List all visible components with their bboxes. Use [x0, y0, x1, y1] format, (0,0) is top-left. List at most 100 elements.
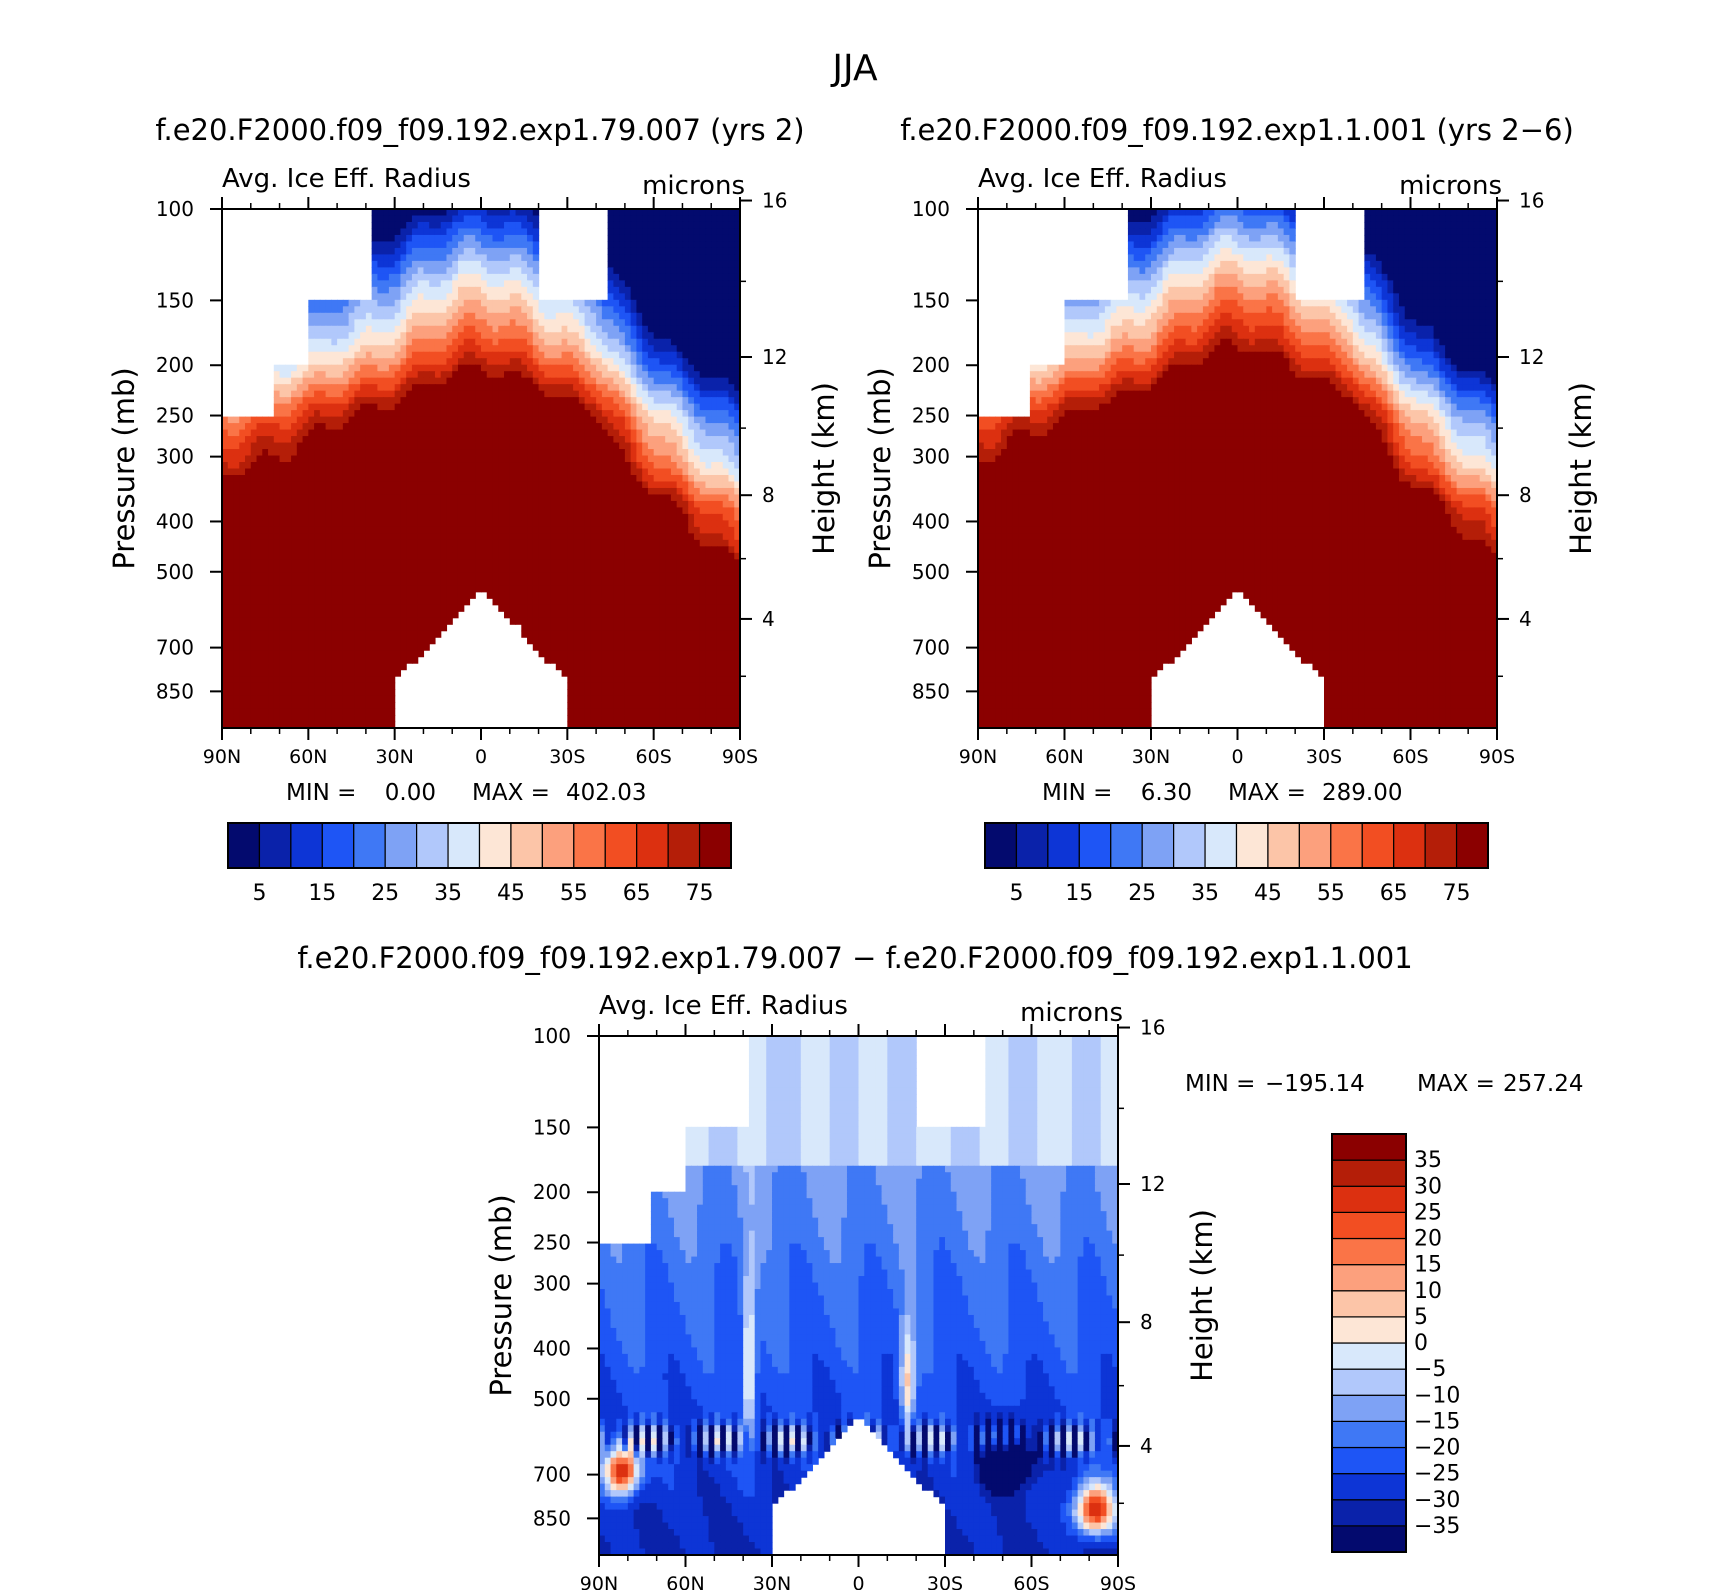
heatmap-cell: [555, 617, 563, 625]
heatmap-cell: [423, 410, 430, 418]
heatmap-cell: [711, 332, 718, 340]
heatmap-cell: [527, 462, 534, 470]
heatmap-cell: [601, 410, 609, 418]
heatmap-cell: [325, 436, 332, 444]
heatmap-cell: [688, 358, 695, 366]
heatmap-cell: [486, 241, 494, 249]
heatmap-cell: [227, 578, 235, 586]
heatmap-cell: [653, 247, 661, 256]
heatmap-cell: [365, 358, 373, 366]
heatmap-cell: [527, 533, 534, 541]
heatmap-cell: [722, 247, 730, 256]
heatmap-cell: [233, 455, 240, 463]
heatmap-cell: [314, 429, 321, 437]
heatmap-cell: [302, 436, 309, 444]
heatmap-cell: [492, 436, 499, 444]
heatmap-cell: [653, 533, 661, 541]
heatmap-cell: [469, 358, 476, 366]
heatmap-cell: [665, 319, 672, 327]
heatmap-cell: [256, 494, 263, 502]
heatmap-cell: [578, 520, 586, 528]
heatmap-cell: [561, 559, 568, 567]
heatmap-cell: [383, 474, 390, 483]
heatmap-cell: [440, 507, 448, 515]
heatmap-cell: [567, 319, 574, 327]
heatmap-cell: [676, 546, 684, 554]
heatmap-cell: [728, 241, 735, 249]
heatmap-cell: [555, 565, 563, 573]
heatmap-cell: [481, 546, 488, 554]
heatmap-cell: [377, 565, 384, 573]
heatmap-cell: [423, 565, 430, 573]
heatmap-cell: [452, 513, 459, 521]
heatmap-cell: [325, 520, 332, 528]
heatmap-cell: [440, 423, 448, 431]
heatmap-cell: [262, 585, 269, 593]
heatmap-cell: [509, 604, 517, 612]
heatmap-cell: [417, 559, 425, 567]
heatmap-cell: [550, 591, 557, 599]
heatmap-cell: [584, 585, 591, 593]
heatmap-cell: [417, 351, 425, 359]
heatmap-cell: [728, 209, 735, 217]
heatmap-cell: [481, 358, 488, 366]
heatmap-cell: [440, 429, 448, 437]
heatmap-cell: [273, 468, 281, 476]
heatmap-cell: [423, 312, 430, 320]
heatmap-cell: [624, 228, 632, 236]
heatmap-cell: [653, 494, 661, 502]
heatmap-cell: [642, 494, 649, 502]
heatmap-cell: [613, 474, 620, 483]
heatmap-cell: [498, 273, 505, 281]
heatmap-cell: [377, 312, 384, 320]
heatmap-cell: [647, 423, 655, 431]
heatmap-cell: [354, 371, 361, 379]
heatmap-cell: [365, 559, 373, 567]
heatmap-cell: [590, 591, 597, 599]
heatmap-cell: [285, 565, 292, 573]
heatmap-cell: [665, 390, 672, 398]
heatmap-cell: [624, 572, 632, 580]
heatmap-cell: [475, 565, 482, 573]
heatmap-cell: [325, 539, 332, 547]
heatmap-cell: [371, 273, 378, 281]
heatmap-cell: [601, 513, 609, 521]
heatmap-cell: [538, 416, 545, 424]
heatmap-cell: [573, 429, 580, 437]
heatmap-cell: [642, 325, 649, 333]
heatmap-cell: [475, 234, 482, 243]
heatmap-cell: [256, 423, 263, 431]
heatmap-cell: [688, 455, 695, 463]
heatmap-cell: [325, 500, 332, 509]
heatmap-cell: [509, 228, 517, 236]
heatmap-cell: [504, 403, 511, 411]
heatmap-cell: [682, 384, 689, 392]
heatmap-cell: [469, 221, 476, 230]
heatmap-cell: [262, 624, 269, 632]
heatmap-cell: [527, 546, 534, 554]
heatmap-cell: [515, 598, 522, 606]
heatmap-cell: [561, 513, 568, 521]
heatmap-cell: [325, 559, 332, 567]
heatmap-cell: [653, 267, 661, 275]
heatmap-cell: [308, 617, 315, 625]
heatmap-cell: [630, 449, 637, 457]
heatmap-cell: [624, 267, 632, 275]
heatmap-cell: [567, 306, 574, 314]
heatmap-cell: [268, 500, 275, 509]
heatmap-cell: [665, 358, 672, 366]
heatmap-cell: [578, 462, 586, 470]
heatmap-cell: [337, 462, 344, 470]
heatmap-cell: [630, 572, 637, 580]
heatmap-cell: [521, 533, 528, 541]
heatmap-cell: [659, 520, 666, 528]
heatmap-cell: [394, 591, 402, 599]
heatmap-cell: [273, 507, 281, 515]
heatmap-cell: [532, 617, 540, 625]
heatmap-cell: [291, 539, 298, 547]
heatmap-cell: [607, 358, 614, 366]
heatmap-cell: [561, 539, 568, 547]
heatmap-cell: [475, 299, 482, 307]
heatmap-cell: [578, 546, 586, 554]
heatmap-cell: [406, 351, 413, 359]
